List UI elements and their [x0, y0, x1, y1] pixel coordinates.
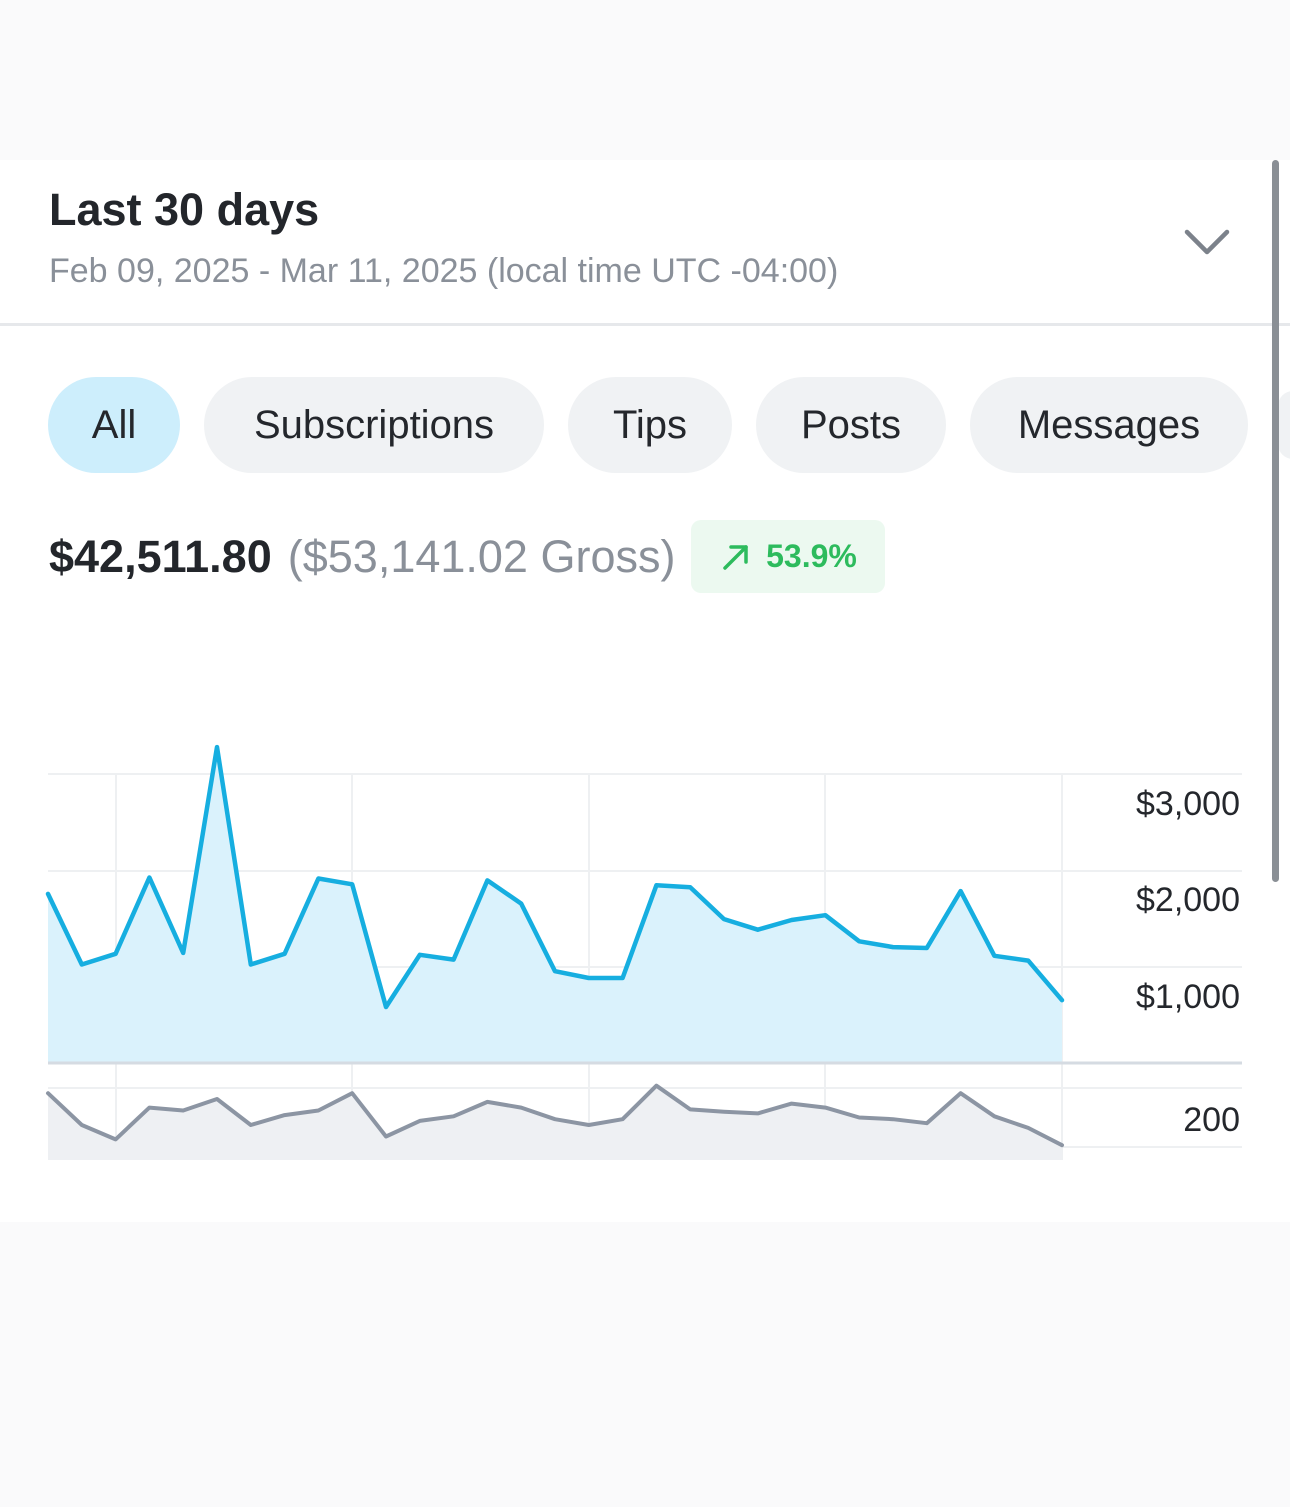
date-range-selector[interactable]: Last 30 days Feb 09, 2025 - Mar 11, 2025…: [0, 160, 1290, 326]
tab-subscriptions[interactable]: Subscriptions: [204, 377, 544, 473]
y-tick-label: 200: [1183, 1101, 1240, 1139]
earnings-summary: $42,511.80 ($53,141.02 Gross) 53.9%: [49, 520, 886, 593]
count-area: [48, 1085, 1062, 1160]
change-badge: 53.9%: [691, 520, 886, 593]
tab-messages[interactable]: Messages: [970, 377, 1248, 473]
scrollbar[interactable]: [1272, 160, 1279, 882]
arrow-up-right-icon: [723, 544, 748, 570]
earnings-panel: Last 30 days Feb 09, 2025 - Mar 11, 2025…: [0, 160, 1290, 1222]
y-tick-label: $1,000: [1136, 978, 1240, 1016]
net-earnings: $42,511.80: [49, 530, 272, 582]
tab-overflow-edge[interactable]: [1278, 391, 1290, 459]
earnings-area: [48, 747, 1062, 1063]
tab-posts[interactable]: Posts: [756, 377, 946, 473]
chevron-down-icon[interactable]: [1183, 222, 1231, 262]
y-tick-label: 100: [1183, 1159, 1240, 1160]
change-percent: 53.9%: [766, 538, 857, 574]
tab-all[interactable]: All: [48, 377, 180, 473]
category-tabs: All Subscriptions Tips Posts Messages: [0, 377, 1290, 473]
y-tick-label: $2,000: [1136, 881, 1240, 919]
y-tick-label: $3,000: [1136, 785, 1240, 823]
date-range-subtitle: Feb 09, 2025 - Mar 11, 2025 (local time …: [49, 252, 839, 290]
gross-earnings: ($53,141.02 Gross): [287, 530, 676, 582]
earnings-chart: $3,000$2,000$1,000200100Feb 11,2025Feb 1…: [45, 744, 1242, 1160]
date-range-title: Last 30 days: [49, 184, 320, 235]
tab-tips[interactable]: Tips: [568, 377, 732, 473]
